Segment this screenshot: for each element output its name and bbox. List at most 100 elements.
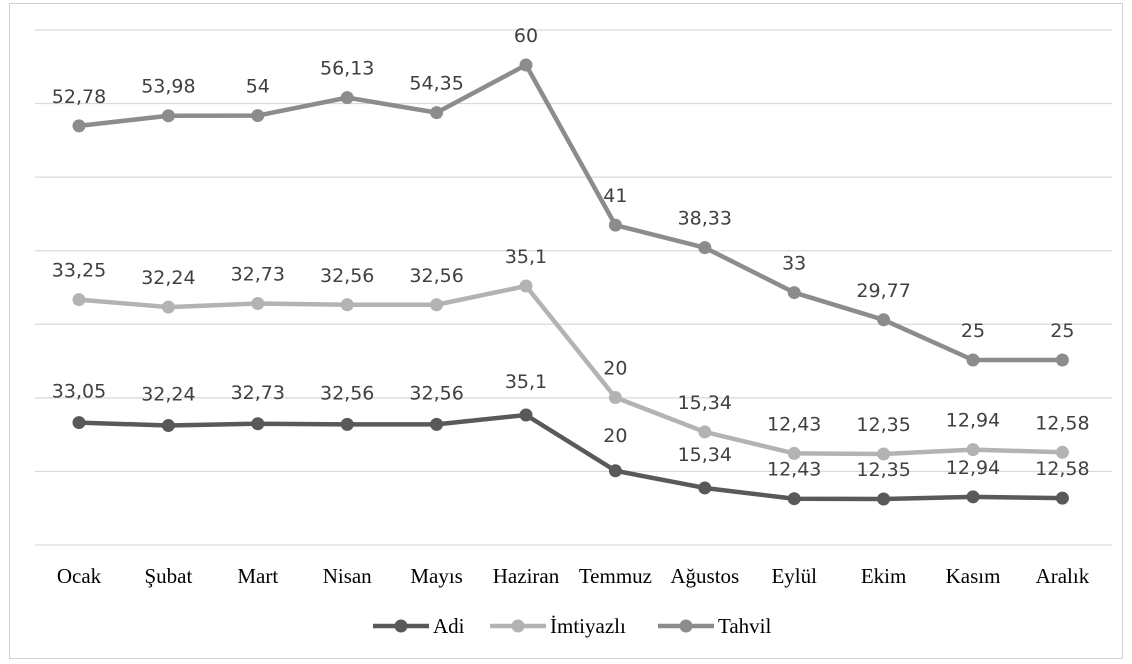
x-tick-label: Mart	[237, 564, 278, 588]
data-point	[698, 481, 712, 495]
x-tick-label: Kasım	[946, 564, 1001, 588]
data-label: 12,94	[946, 410, 1000, 432]
x-tick-label: Şubat	[144, 564, 192, 588]
data-label: 32,73	[231, 264, 285, 286]
data-point	[72, 416, 86, 430]
data-label: 15,34	[678, 392, 732, 414]
data-point	[787, 286, 801, 300]
data-point	[430, 417, 444, 431]
x-tick-label: Ağustos	[670, 564, 739, 588]
data-label: 41	[603, 185, 627, 207]
data-point	[1055, 445, 1069, 459]
data-label: 20	[603, 425, 627, 447]
data-point	[72, 293, 86, 307]
data-label: 33	[782, 253, 806, 275]
data-label: 12,58	[1035, 458, 1089, 480]
data-label: 12,43	[767, 413, 821, 435]
x-tick-label: Nisan	[323, 564, 372, 588]
series-3	[72, 58, 1069, 367]
data-label: 32,56	[409, 265, 463, 287]
legend-item: Adi	[373, 614, 465, 638]
data-label: 12,35	[856, 459, 910, 481]
data-label: 15,34	[678, 444, 732, 466]
data-point	[519, 408, 533, 422]
data-labels: 33,05 32,24 32,73 32,56 32,56 35,1 20 15,34 12,4…	[52, 25, 1090, 481]
data-point	[161, 419, 175, 433]
gridlines	[35, 29, 1112, 546]
data-label: 12,43	[767, 459, 821, 481]
data-point	[877, 447, 891, 461]
data-point	[251, 109, 265, 123]
legend-item: İmtiyazlı	[490, 614, 626, 638]
data-point	[251, 417, 265, 431]
data-label: 20	[603, 358, 627, 380]
series-lines	[72, 58, 1069, 506]
data-point	[966, 490, 980, 504]
series-2	[72, 279, 1069, 461]
x-tick-label: Ekim	[861, 564, 907, 588]
legend-label: İmtiyazlı	[550, 614, 626, 638]
legend-label: Tahvil	[718, 614, 772, 638]
data-point	[340, 298, 354, 312]
x-tick-label: Temmuz	[579, 564, 652, 588]
data-point	[787, 492, 801, 506]
data-label: 54,35	[409, 73, 463, 95]
data-label: 12,35	[856, 414, 910, 436]
data-point	[519, 58, 533, 72]
legend: Adi İmtiyazlı Tahvil	[373, 614, 772, 638]
data-label: 35,1	[505, 246, 547, 268]
data-point	[161, 300, 175, 314]
data-point	[698, 425, 712, 439]
data-label: 33,25	[52, 260, 106, 282]
data-point	[966, 443, 980, 457]
data-label: 56,13	[320, 58, 374, 80]
data-point	[698, 241, 712, 255]
data-point	[251, 297, 265, 311]
data-label: 52,78	[52, 86, 106, 108]
data-label: 38,33	[678, 208, 732, 230]
data-label: 54	[246, 76, 270, 98]
legend-marker	[394, 619, 408, 633]
legend-label: Adi	[433, 614, 465, 638]
legend-marker	[511, 619, 525, 633]
series-line	[78, 412, 1063, 502]
data-point	[1055, 353, 1069, 367]
data-label: 32,24	[141, 267, 195, 289]
data-point	[787, 446, 801, 460]
chart-frame	[9, 3, 1123, 659]
data-label: 32,56	[320, 382, 374, 404]
data-label: 32,73	[231, 382, 285, 404]
data-point	[430, 106, 444, 120]
x-tick-label: Mayıs	[410, 564, 463, 588]
data-label: 25	[961, 320, 985, 342]
legend-marker	[679, 619, 693, 633]
data-label: 60	[514, 25, 538, 47]
data-point	[519, 279, 533, 293]
x-tick-label: Ocak	[57, 564, 102, 588]
data-point	[608, 464, 622, 478]
data-point	[430, 298, 444, 312]
x-tick-label: Haziran	[493, 564, 560, 588]
data-point	[877, 313, 891, 327]
data-point	[877, 492, 891, 506]
data-point	[966, 353, 980, 367]
data-label: 32,56	[409, 382, 463, 404]
data-label: 32,56	[320, 265, 374, 287]
data-point	[608, 391, 622, 405]
data-label: 12,94	[946, 457, 1000, 479]
series-1	[72, 408, 1069, 506]
data-label: 33,05	[52, 381, 106, 403]
series-line	[78, 283, 1063, 457]
data-label: 32,24	[141, 384, 195, 406]
x-axis-ticks: Ocak Şubat Mart Nisan Mayıs Haziran Temmuz Ağus…	[57, 564, 1090, 588]
data-label: 53,98	[141, 76, 195, 98]
data-label: 29,77	[856, 280, 910, 302]
data-label: 12,58	[1035, 412, 1089, 434]
data-point	[340, 417, 354, 431]
data-label: 35,1	[505, 371, 547, 393]
data-point	[1055, 491, 1069, 505]
data-point	[608, 218, 622, 232]
x-tick-label: Aralık	[1036, 564, 1090, 588]
data-point	[161, 109, 175, 123]
